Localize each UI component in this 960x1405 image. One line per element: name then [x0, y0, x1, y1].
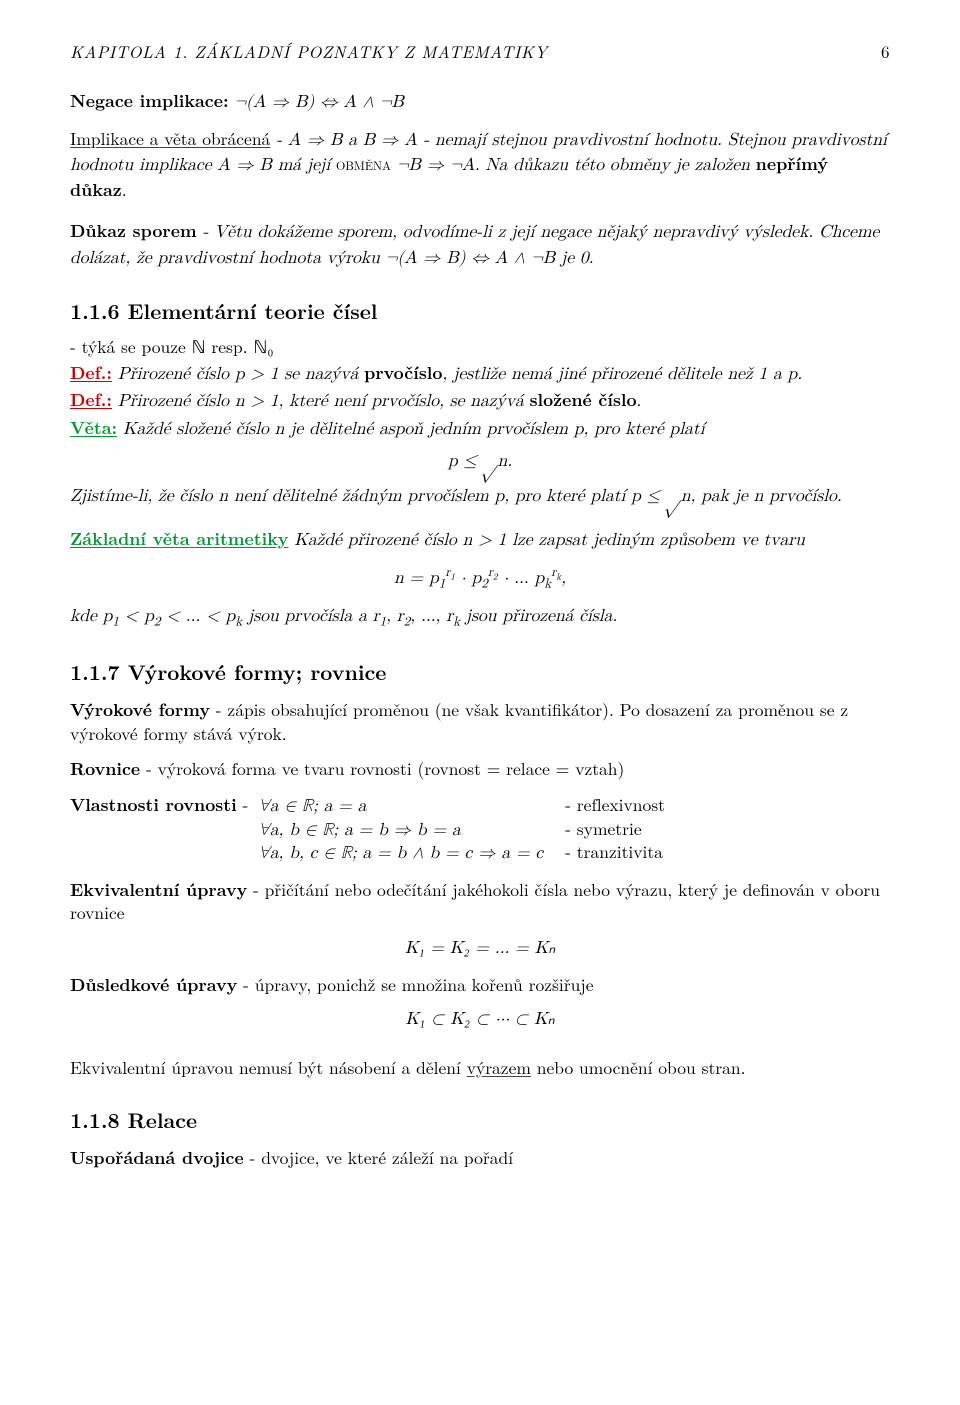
vlast-eq-0: ∀a ∈ ℝ; a = a — [258, 795, 543, 819]
vlast-prop-1: - symetrie — [565, 819, 665, 843]
section-1-1-6-heading: 1.1.6 Elementární teorie čísel — [70, 297, 890, 325]
def-composite: Def.: Přirozené číslo n > 1, které není … — [70, 388, 890, 414]
vlast-prop-2: - tranzitivita — [565, 842, 665, 866]
page-number: 6 — [881, 40, 890, 63]
def-label-2: Def.: — [70, 387, 112, 412]
implication-converse: Implikace a věta obrácená - A ⇒ B a B ⇒ … — [70, 127, 890, 202]
sec116-line1: - týká se pouze ℕ resp. ℕ₀ — [70, 335, 890, 359]
ekviv-note: Ekvivalentní úpravou nemusí být násobení… — [70, 1056, 890, 1080]
ekvivalentni-upravy-label: Ekvivalentní úpravy — [70, 877, 247, 902]
ekviv-note-text: Ekvivalentní úpravou nemusí být násobení… — [70, 1055, 467, 1080]
zakladni-veta-label: Základní věta aritmetiky — [70, 526, 288, 551]
usporadana-dvojice-label: Uspořádaná dvojice — [70, 1145, 244, 1170]
def-text-1b: , jestliže nemá jiné přirozené dělitele … — [442, 366, 802, 383]
rovnice-label: Rovnice — [70, 756, 140, 781]
vlast-prop-0: - reflexivnost — [565, 795, 665, 819]
usporadana-dvojice-block: Uspořádaná dvojice - dvojice, ve které z… — [70, 1146, 890, 1170]
page: KAPITOLA 1. ZÁKLADNÍ POZNATKY Z MATEMATI… — [0, 0, 960, 1221]
section-1-1-6-title: Elementární teorie čísel — [128, 296, 378, 326]
vlastnosti-table: ∀a ∈ ℝ; a = a - reflexivnost ∀a, b ∈ ℝ; … — [258, 795, 665, 866]
veta-text: Každé složené číslo n je dělitelné aspoň… — [123, 421, 705, 438]
veta-label: Věta: — [70, 415, 117, 440]
def-text-1: Přirozené číslo p > 1 se nazývá — [112, 366, 364, 383]
vyrokove-formy-block: Výrokové formy - zápis obsahující proměn… — [70, 698, 890, 745]
section-1-1-6-num: 1.1.6 — [70, 296, 120, 326]
where-text: kde p1 < p2 < … < pk jsou prvočísla a r1… — [70, 605, 890, 631]
section-1-1-8-num: 1.1.8 — [70, 1105, 120, 1135]
fundamental-thm-arith: Základní věta aritmetiky Každé přirozené… — [70, 527, 890, 553]
vlastnosti-rovnosti-label: Vlastnosti rovnosti — [70, 792, 237, 817]
dusledkove-upravy-text: - úpravy, ponichž se množina kořenů rozš… — [237, 972, 593, 997]
rovnice-text: - výroková forma ve tvaru rovnosti (rovn… — [140, 756, 624, 781]
ekvivalentni-upravy-block: Ekvivalentní úpravy - přičítání nebo ode… — [70, 878, 890, 925]
dusledkove-upravy-label: Důsledkové úpravy — [70, 972, 237, 997]
theorem-prime-divisor: Věta: Každé složené číslo n je dělitelné… — [70, 416, 890, 442]
def-text-2b: . — [637, 387, 642, 412]
ekviv-note-text2: nebo umocnění obou stran. — [531, 1055, 746, 1080]
def-label-1: Def.: — [70, 360, 112, 385]
dusledkove-upravy-block: Důsledkové úpravy - úpravy, ponichž se m… — [70, 973, 890, 997]
negation-implication: Negace implikace: ¬(A ⇒ B) ⇔ A ∧ ¬B — [70, 89, 890, 115]
zakladni-veta-text: Každé přirozené číslo n > 1 lze zapsat j… — [294, 532, 805, 549]
eq-prime-factorization: n = p1r1 · p2r2 · … pkrk, — [70, 564, 890, 593]
def-text-2: Přirozené číslo n > 1, které není prvočí… — [112, 393, 530, 410]
vyrokove-formy-label: Výrokové formy — [70, 697, 210, 722]
proof-by-contradiction: Důkaz sporem - Větu dokážeme sporem, odv… — [70, 219, 890, 270]
eq-p-le-sqrt-n: p ≤ √n. — [70, 450, 890, 474]
running-head: KAPITOLA 1. ZÁKLADNÍ POZNATKY Z MATEMATI… — [70, 40, 548, 63]
prvocislo-label: prvočíslo — [364, 360, 442, 385]
section-1-1-7-title: Výrokové formy; rovnice — [128, 657, 387, 687]
obmena-smallcaps: obměna — [336, 151, 391, 176]
proof-by-contradiction-label: Důkaz sporem — [70, 218, 197, 243]
neprimy-tail: . — [122, 177, 127, 202]
eq-K-subset: K₁ ⊂ K₂ ⊂ ⋯ ⊂ Kₙ — [70, 1008, 890, 1032]
eq-prime-factorization-inner: n = p1r1 · p2r2 · … pkrk, — [394, 570, 566, 587]
section-1-1-8-heading: 1.1.8 Relace — [70, 1106, 890, 1134]
section-1-1-8-title: Relace — [128, 1105, 197, 1135]
implication-converse-text2: ¬B ⇒ ¬A. Na důkazu této obměny je založe… — [391, 157, 756, 174]
section-1-1-7-num: 1.1.7 — [70, 657, 120, 687]
negation-implication-eq: ¬(A ⇒ B) ⇔ A ∧ ¬B — [234, 94, 404, 111]
section-1-1-7-heading: 1.1.7 Výrokové formy; rovnice — [70, 658, 890, 686]
implication-converse-label: Implikace a věta obrácená — [70, 126, 270, 151]
zjistime-text: Zjistíme-li, že číslo n není dělitelné ž… — [70, 485, 890, 509]
usporadana-dvojice-text: - dvojice, ve které záleží na pořadí — [244, 1145, 513, 1170]
running-head-row: KAPITOLA 1. ZÁKLADNÍ POZNATKY Z MATEMATI… — [70, 40, 890, 63]
vlast-eq-2: ∀a, b, c ∈ ℝ; a = b ∧ b = c ⇒ a = c — [258, 842, 543, 866]
rovnice-block: Rovnice - výroková forma ve tvaru rovnos… — [70, 757, 890, 781]
eq-K-equal: K₁ = K₂ = … = Kₙ — [70, 937, 890, 961]
negation-implication-label: Negace implikace: — [70, 88, 229, 113]
slozene-label: složené číslo — [530, 387, 637, 412]
vlast-eq-1: ∀a, b ∈ ℝ; a = b ⇒ b = a — [258, 819, 543, 843]
vlastnosti-dash: - — [237, 792, 254, 817]
def-prime: Def.: Přirozené číslo p > 1 se nazývá pr… — [70, 361, 890, 387]
vyrazem-underline: výrazem — [467, 1055, 531, 1080]
vlastnosti-rovnosti-block: Vlastnosti rovnosti - ∀a ∈ ℝ; a = a - re… — [70, 793, 890, 866]
